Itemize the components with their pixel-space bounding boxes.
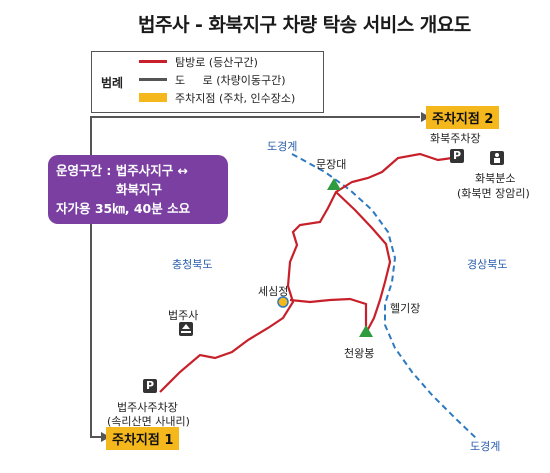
legend-line-trail (139, 60, 167, 63)
parking-sign-2-letter: P (453, 149, 462, 162)
beopjusa-label: 법주사 (168, 309, 199, 322)
trail-sesimjeong-line (289, 297, 368, 330)
legend-line-road (139, 78, 167, 81)
parking-sign-1-letter: P (146, 379, 155, 392)
legend-title: 범례 (101, 76, 124, 90)
hwabuk-parking-label: 화북주차장 (430, 132, 481, 145)
province-border-line (291, 153, 479, 441)
road-arrow-bottom (101, 432, 110, 442)
border-bottom-label: 도경계 (470, 440, 501, 453)
legend-label-road: 도 로 (차량이동구간) (175, 74, 286, 87)
hwabuk-office-label: 화북분소 (475, 172, 516, 185)
legend-label-parking: 주차지점 (주차, 인수장소) (175, 92, 296, 105)
sesimjeong-label: 세심정 (258, 285, 289, 298)
legend-label-trail: 탐방로 (등산구간) (175, 56, 258, 69)
page-title: 법주사 - 화북지구 차량 탁송 서비스 개요도 (138, 14, 471, 36)
cheonwangbong-peak-icon (359, 325, 373, 337)
beopjusa-parking-sub-label: (속리산면 사내리) (107, 415, 190, 428)
service-info-box: 운영구간 : 법주사지구 ↔ 화북지구 자가용 35㎞, 40분 소요 (48, 155, 228, 224)
parking-point-2-label: 주차지점 2 (426, 106, 500, 129)
info-line-2: 화북지구 (116, 182, 163, 197)
trail-cheonwangbong-line (335, 191, 392, 334)
cheonwangbong-label: 천왕봉 (344, 347, 375, 360)
hwabuk-office-sub-label: (화북면 장암리) (457, 187, 530, 200)
parking-sign-1-icon (143, 379, 157, 393)
legend-box (91, 51, 324, 113)
legend-swatch-parking (139, 93, 167, 102)
info-line-3: 자가용 35㎞, 40분 소요 (56, 201, 191, 216)
heligijang-label: 헬기장 (390, 302, 421, 315)
munjangdae-peak-icon (327, 178, 341, 190)
gyeongbuk-label: 경상북도 (467, 258, 508, 271)
trail-main-line (159, 152, 453, 393)
parking-sign-2-icon (450, 149, 464, 163)
border-top-label: 도경계 (267, 140, 298, 153)
sesimjeong-marker-icon (277, 296, 289, 308)
munjangdae-label: 문장대 (316, 158, 347, 171)
info-line-1: 운영구간 : 법주사지구 ↔ (56, 163, 189, 178)
road-line (90, 116, 420, 438)
chungbuk-label: 충청북도 (172, 258, 213, 271)
parking-point-1-label: 주차지점 1 (106, 427, 180, 450)
beopjusa-parking-label: 법주사주차장 (117, 401, 178, 414)
road-arrow-top (421, 112, 430, 122)
